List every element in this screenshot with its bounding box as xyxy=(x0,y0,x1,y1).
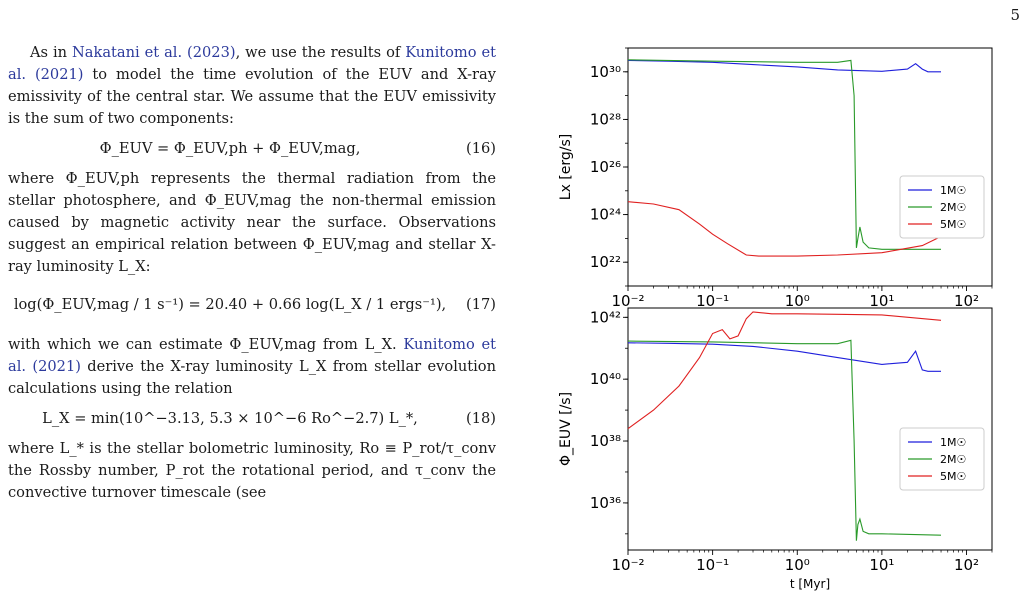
legend-entry: 1M☉ xyxy=(940,184,966,197)
figure-svg: 10⁻² 10⁻¹ 10⁰ 10¹ 10² 10²² 10²⁴ 10²⁶ 10²⁸ 10³⁰ Lx … xyxy=(558,47,993,591)
x-tick-label: 10² xyxy=(954,292,979,310)
y-tick-label: 10⁴⁰ xyxy=(590,370,621,388)
y-tick-label: 10³⁶ xyxy=(590,494,621,512)
text-run: , we use the results of xyxy=(235,44,406,61)
plot-frame xyxy=(627,47,993,287)
equation-18: L_X = min(10^−3.13, 5.3 × 10^−6 Ro^−2.7)… xyxy=(8,402,496,436)
legend-entry: 2M☉ xyxy=(940,201,966,214)
paragraph-intro: As in Nakatani et al. (2023), we use the… xyxy=(8,42,496,130)
legend-entry: 2M☉ xyxy=(940,453,966,466)
x-tick-label: 10¹ xyxy=(869,556,894,574)
y-tick-label: 10³⁰ xyxy=(590,63,621,81)
citation-kunitomo[interactable]: Kunitomo et al. (2021) xyxy=(8,44,496,83)
equation-body: log(Φ_EUV,mag / 1 s⁻¹) = 20.40 + 0.66 lo… xyxy=(13,296,447,313)
x-tick-label: 10¹ xyxy=(869,292,894,310)
x-tick-label: 10⁰ xyxy=(785,292,810,310)
x-tick-label: 10⁻² xyxy=(611,556,644,574)
text-run: As in xyxy=(30,44,73,61)
paragraph-photosphere: where Φ_EUV,ph represents the thermal ra… xyxy=(8,170,496,275)
y-tick-label: 10²⁸ xyxy=(590,110,621,128)
y-tick-label: 10⁴² xyxy=(590,308,621,326)
series-line-1 xyxy=(627,59,941,73)
equation-number: (17) xyxy=(466,296,496,313)
legend-entry: 5M☉ xyxy=(940,218,966,231)
y-axis-label: Lx [erg/s] xyxy=(558,134,574,200)
legend-box xyxy=(899,175,985,239)
text-run: to model the time evolution of the EUV a… xyxy=(8,66,496,127)
x-tick-label: 10² xyxy=(954,556,979,574)
series-line-3 xyxy=(627,311,942,430)
y-tick-label: 10²⁶ xyxy=(590,158,621,176)
x-tick-label: 10⁰ xyxy=(785,556,810,574)
equation-body: Φ_EUV = Φ_EUV,ph + Φ_EUV,mag, xyxy=(99,140,361,157)
y-axis-label: Φ_EUV [/s] xyxy=(558,392,574,466)
y-tick-label: 10³⁸ xyxy=(590,432,621,450)
equation-17: log(Φ_EUV,mag / 1 s⁻¹) = 20.40 + 0.66 lo… xyxy=(8,280,496,332)
x-tick-label: 10⁻² xyxy=(611,292,644,310)
x-axis-label: t [Myr] xyxy=(790,577,830,591)
equation-body: L_X = min(10^−3.13, 5.3 × 10^−6 Ro^−2.7)… xyxy=(42,410,418,427)
legend-box xyxy=(899,427,985,491)
series-line-3 xyxy=(627,201,942,257)
series-line-1 xyxy=(627,342,941,372)
citation-kunitomo-2[interactable]: Kunitomo et al. (2021) xyxy=(8,336,496,375)
text-column: As in Nakatani et al. (2023), we use the… xyxy=(8,42,496,504)
paragraph-rossby: where L_* is the stellar bolometric lumi… xyxy=(8,440,496,501)
page-number: 5 xyxy=(1010,6,1020,24)
text-run: derive the X-ray luminosity L_X from ste… xyxy=(8,358,496,397)
figure: 10⁻² 10⁻¹ 10⁰ 10¹ 10² 10²² 10²⁴ 10²⁶ 10²⁸ 10³⁰ Lx … xyxy=(556,40,1016,600)
x-tick-label: 10⁻¹ xyxy=(696,292,729,310)
text-run: with which we can estimate Φ_EUV,mag fro… xyxy=(8,336,404,353)
legend-entry: 1M☉ xyxy=(940,436,966,449)
y-tick-label: 10²² xyxy=(590,253,621,271)
legend-entry: 5M☉ xyxy=(940,470,966,483)
series-line-2 xyxy=(627,59,941,250)
x-tick-label: 10⁻¹ xyxy=(696,556,729,574)
equation-number: (18) xyxy=(466,410,496,427)
plot-frame xyxy=(627,307,993,551)
paragraph-estimate: with which we can estimate Φ_EUV,mag fro… xyxy=(8,334,496,400)
citation-nakatani[interactable]: Nakatani et al. (2023) xyxy=(72,44,236,61)
equation-number: (16) xyxy=(466,140,496,157)
series-line-2 xyxy=(627,339,942,541)
y-tick-label: 10²⁴ xyxy=(590,206,621,224)
equation-16: Φ_EUV = Φ_EUV,ph + Φ_EUV,mag, (16) xyxy=(8,132,496,166)
